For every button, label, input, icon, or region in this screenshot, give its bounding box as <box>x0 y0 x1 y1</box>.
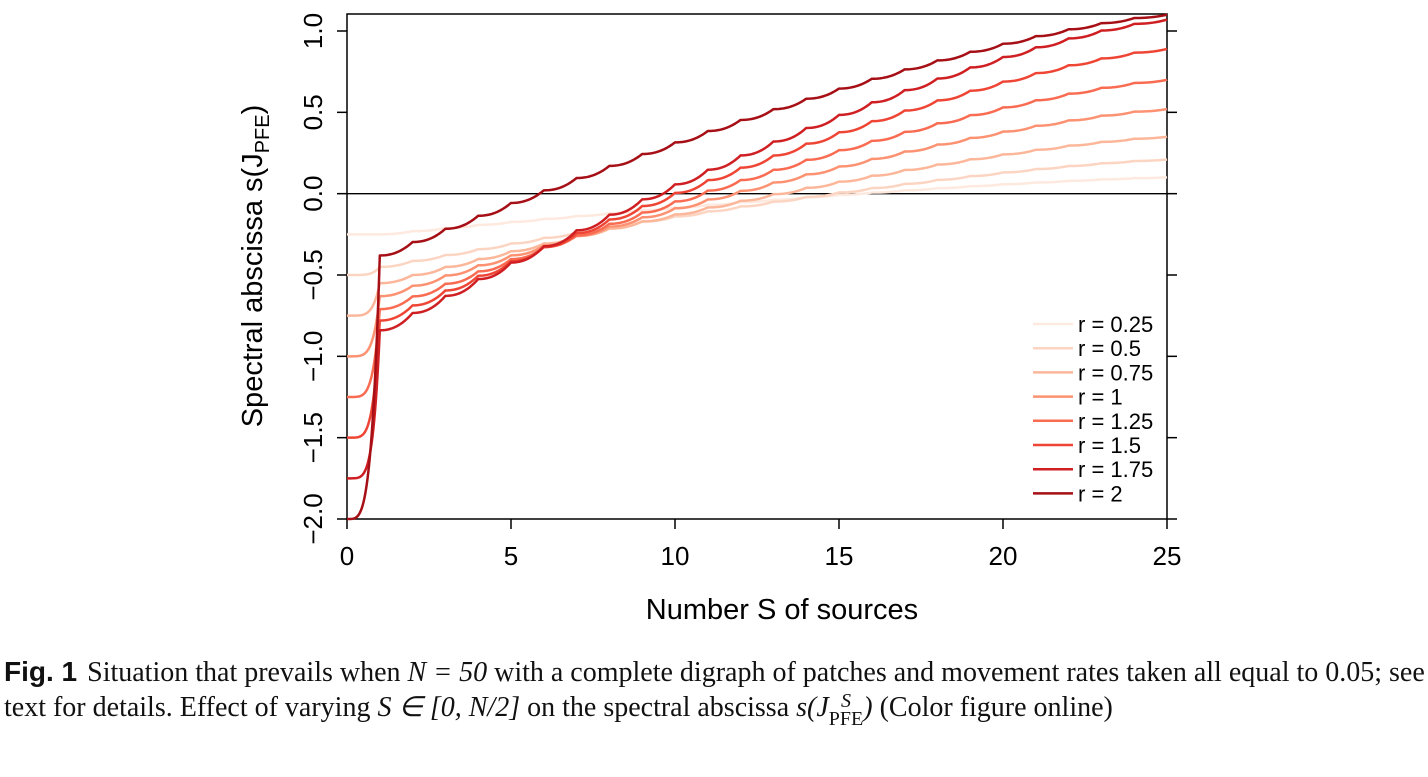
y-tick-label: 1.0 <box>298 13 328 49</box>
y-tick-label: −0.5 <box>298 249 328 300</box>
series-line-8 <box>346 13 1168 521</box>
legend-label: r = 0.5 <box>1078 336 1141 361</box>
x-axis: 0 5 10 15 20 25 <box>340 519 1182 571</box>
x-tick-label: 15 <box>825 541 854 571</box>
legend-label: r = 1.25 <box>1078 409 1153 434</box>
y-axis: −2.0 −1.5 −1.0 −0.5 0.0 0.5 1.0 <box>298 13 347 545</box>
y-tick-label: −1.0 <box>298 331 328 382</box>
x-axis-title: Number S of sources <box>646 594 918 626</box>
caption-math-1: N = 50 <box>407 657 488 688</box>
caption-math-2: S ∈ [0, N/2] <box>377 692 521 723</box>
x-tick-label: 25 <box>1153 541 1182 571</box>
y-axis-right-ticks <box>1167 30 1177 520</box>
legend-label: r = 1.75 <box>1078 457 1153 482</box>
caption-math-3: s(J S PFE) <box>796 689 873 730</box>
series-line-3 <box>346 135 1168 317</box>
legend: r = 0.25r = 0.5r = 0.75r = 1r = 1.25r = … <box>1033 312 1153 506</box>
caption-text-2: with a complete digraph of patches and m… <box>4 657 1425 723</box>
y-tick-label: 0.5 <box>298 94 328 130</box>
legend-label: r = 0.75 <box>1078 360 1153 385</box>
caption-text-3: on the spectral abscissa <box>520 692 797 723</box>
series-lines <box>346 13 1168 521</box>
y-axis-title: Spectral abscissa s(JPFE) <box>237 105 274 428</box>
figure-caption: Fig. 1 Situation that prevails when N = 5… <box>4 654 1426 730</box>
plot-frame <box>346 13 1168 520</box>
caption-text-4: (Color figure online) <box>872 692 1113 723</box>
legend-label: r = 0.25 <box>1078 312 1153 337</box>
caption-text-1: Situation that prevails when <box>87 657 408 688</box>
x-tick-label: 20 <box>989 541 1018 571</box>
y-tick-label: −1.5 <box>298 412 328 463</box>
series-line-2 <box>346 158 1168 277</box>
y-axis-title-subscript: PFE <box>252 114 274 153</box>
x-tick-label: 5 <box>504 541 518 571</box>
series-line-5 <box>346 78 1168 399</box>
x-tick-label: 0 <box>340 541 354 571</box>
legend-label: r = 1 <box>1078 385 1123 410</box>
y-tick-label: −2.0 <box>298 493 328 544</box>
x-tick-label: 10 <box>661 541 690 571</box>
caption-label: Fig. 1 <box>4 656 78 687</box>
series-line-7 <box>346 18 1168 480</box>
legend-label: r = 1.5 <box>1078 433 1141 458</box>
spectral-abscissa-chart: 0 5 10 15 20 25 −2.0 −1.5 −1.0 −0.5 0.0 0.5 1.0 r =… <box>237 13 1182 626</box>
legend-label: r = 2 <box>1078 481 1123 506</box>
series-line-6 <box>346 47 1168 439</box>
series-line-4 <box>346 107 1168 358</box>
series-line-1 <box>346 176 1168 236</box>
y-tick-label: 0.0 <box>298 176 328 212</box>
